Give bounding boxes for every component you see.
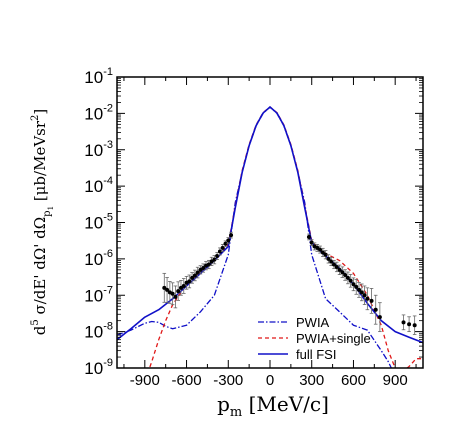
data-point — [354, 284, 359, 289]
x-axis: -900 -600 -300 0 300 600 900 — [123, 77, 417, 389]
y-tick-label: 10-9 — [84, 357, 113, 378]
data-point — [223, 241, 228, 246]
data-point — [309, 240, 314, 245]
y-title-mid: σ/dE' dΩ' dΩ — [31, 217, 49, 319]
y-axis-title: d5 σ/dE' dΩ' dΩp1 [μb/MeVsr2] — [30, 109, 55, 336]
data-point — [170, 291, 175, 296]
curve-full-fsi — [117, 106, 423, 344]
x-axis-title: pm [MeV/c] — [217, 392, 329, 420]
data-point — [326, 256, 331, 261]
y-tick-label: 10-3 — [84, 139, 113, 160]
y-title-sup5: 5 — [30, 319, 41, 325]
data-point — [334, 264, 339, 269]
x-tick-label: 300 — [299, 372, 324, 389]
curves-layer — [117, 106, 423, 368]
data-point — [365, 296, 370, 301]
data-point — [359, 290, 364, 295]
data-point — [337, 267, 342, 272]
data-point — [187, 279, 192, 284]
x-tick-label: -900 — [130, 372, 160, 389]
data-point — [173, 294, 178, 299]
data-point — [217, 249, 222, 254]
y-tick-label: 10-5 — [84, 212, 113, 233]
y-tick-label: 10-2 — [84, 102, 113, 123]
y-title-sub-p: p — [42, 210, 53, 216]
data-point — [357, 287, 362, 292]
data-point — [320, 250, 325, 255]
data-points-layer — [162, 231, 417, 335]
legend-label-pwia: PWIA — [296, 315, 330, 330]
x-tick-label: 0 — [266, 372, 274, 389]
data-point — [212, 257, 217, 262]
y-title-unit: [μb/MeVsr — [31, 120, 49, 206]
data-point — [351, 282, 356, 287]
curve-pwia — [117, 106, 393, 368]
x-axis-title-main: p — [217, 392, 230, 416]
legend: PWIA PWIA+single full FSI — [258, 315, 371, 362]
data-point — [362, 293, 367, 298]
x-tick-label: 600 — [341, 372, 366, 389]
data-point — [373, 307, 378, 312]
data-point — [229, 233, 234, 238]
data-point — [348, 278, 353, 283]
legend-label-full-fsi: full FSI — [296, 347, 336, 362]
curve-pwia-single — [148, 106, 423, 368]
data-point — [343, 273, 348, 278]
data-point — [377, 315, 382, 320]
data-point — [369, 298, 374, 303]
data-point — [201, 266, 206, 271]
data-point — [323, 252, 328, 257]
data-point — [192, 273, 197, 278]
y-title-close: ] — [31, 109, 49, 115]
data-point — [190, 275, 195, 280]
data-point — [401, 320, 406, 325]
data-point — [407, 322, 412, 327]
y-axis: 10-1 10-2 10-3 10-4 10-5 10-6 10-7 10-8 10-9 — [84, 66, 423, 378]
y-tick-label: 10-8 — [84, 321, 113, 342]
legend-label-pwia-single: PWIA+single — [296, 331, 371, 346]
y-tick-label: 10-7 — [84, 284, 113, 305]
x-tick-label: -600 — [172, 372, 202, 389]
data-point — [176, 289, 181, 294]
data-point — [412, 323, 417, 328]
data-point — [165, 287, 170, 292]
y-tick-label: 10-4 — [84, 175, 113, 196]
x-tick-label: 900 — [383, 372, 408, 389]
data-point — [331, 262, 336, 267]
data-point — [345, 275, 350, 280]
y-title-sup2: 2 — [30, 115, 41, 121]
data-point — [162, 285, 167, 290]
y-title-d: d — [31, 325, 49, 335]
y-tick-label: 10-6 — [84, 248, 113, 269]
y-title-sub-1: 1 — [47, 206, 55, 210]
data-point — [340, 270, 345, 275]
data-point — [181, 283, 186, 288]
x-tick-label: -300 — [213, 372, 243, 389]
data-point — [306, 234, 311, 239]
x-axis-title-sub: m — [230, 405, 242, 420]
data-point — [226, 238, 231, 243]
x-axis-title-unit: [MeV/c] — [242, 392, 329, 416]
y-tick-label: 10-1 — [84, 66, 113, 87]
